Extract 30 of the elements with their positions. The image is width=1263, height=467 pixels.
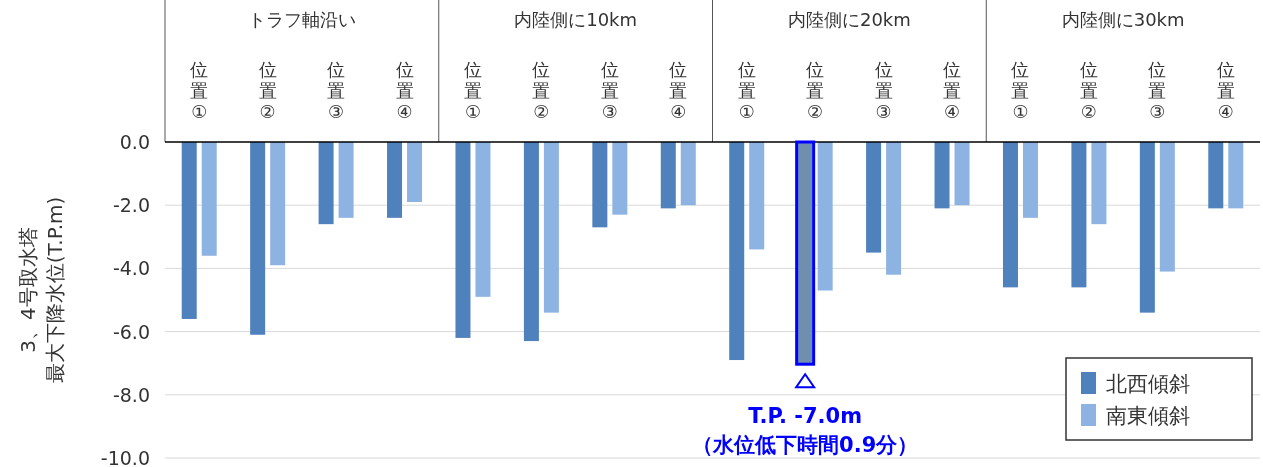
y-tick-label: -4.0 xyxy=(112,257,150,280)
text: 内陸側に30km xyxy=(1061,9,1185,30)
y-tick-label: -10.0 xyxy=(100,447,150,467)
x-tick-label: 位置② xyxy=(806,59,825,122)
y-tick-label: -2.0 xyxy=(112,194,150,217)
x-tick-label: 位置② xyxy=(258,59,277,122)
y-tick-label: 0.0 xyxy=(119,131,150,153)
legend-label: 南東傾斜 xyxy=(1106,404,1190,428)
x-tick-label: 位置③ xyxy=(874,59,893,122)
x-tick-label: 位置③ xyxy=(600,59,619,122)
x-tick-label: 位置④ xyxy=(395,59,414,122)
y-tick-label: -8.0 xyxy=(112,383,150,406)
x-tick-label: 位置③ xyxy=(1148,59,1167,122)
text: 内陸側に10km xyxy=(514,9,638,30)
x-tick-label: 位置④ xyxy=(1216,59,1235,122)
text: 内陸側に20km xyxy=(787,9,911,30)
x-tick-label: 位置③ xyxy=(327,59,346,122)
legend-label: 北西傾斜 xyxy=(1106,372,1190,396)
text: トラフ軸沿い xyxy=(247,9,356,30)
x-tick-label: 位置① xyxy=(1011,59,1030,122)
annotation: T.P. -7.0m （水位低下時間0.9分） xyxy=(692,404,919,458)
x-tick-label: 位置① xyxy=(463,59,482,122)
x-tick-label: 位置② xyxy=(1079,59,1098,122)
x-tick-label: 位置① xyxy=(737,59,756,122)
x-tick-label: 位置① xyxy=(190,59,209,122)
y-axis-title: 3、4号取水塔最大下降水位(T.P.m) xyxy=(16,196,67,384)
x-tick-label: 位置④ xyxy=(943,59,962,122)
x-tick-label: 位置④ xyxy=(669,59,688,122)
x-tick-label: 位置② xyxy=(532,59,551,122)
y-tick-label: -6.0 xyxy=(112,320,150,343)
